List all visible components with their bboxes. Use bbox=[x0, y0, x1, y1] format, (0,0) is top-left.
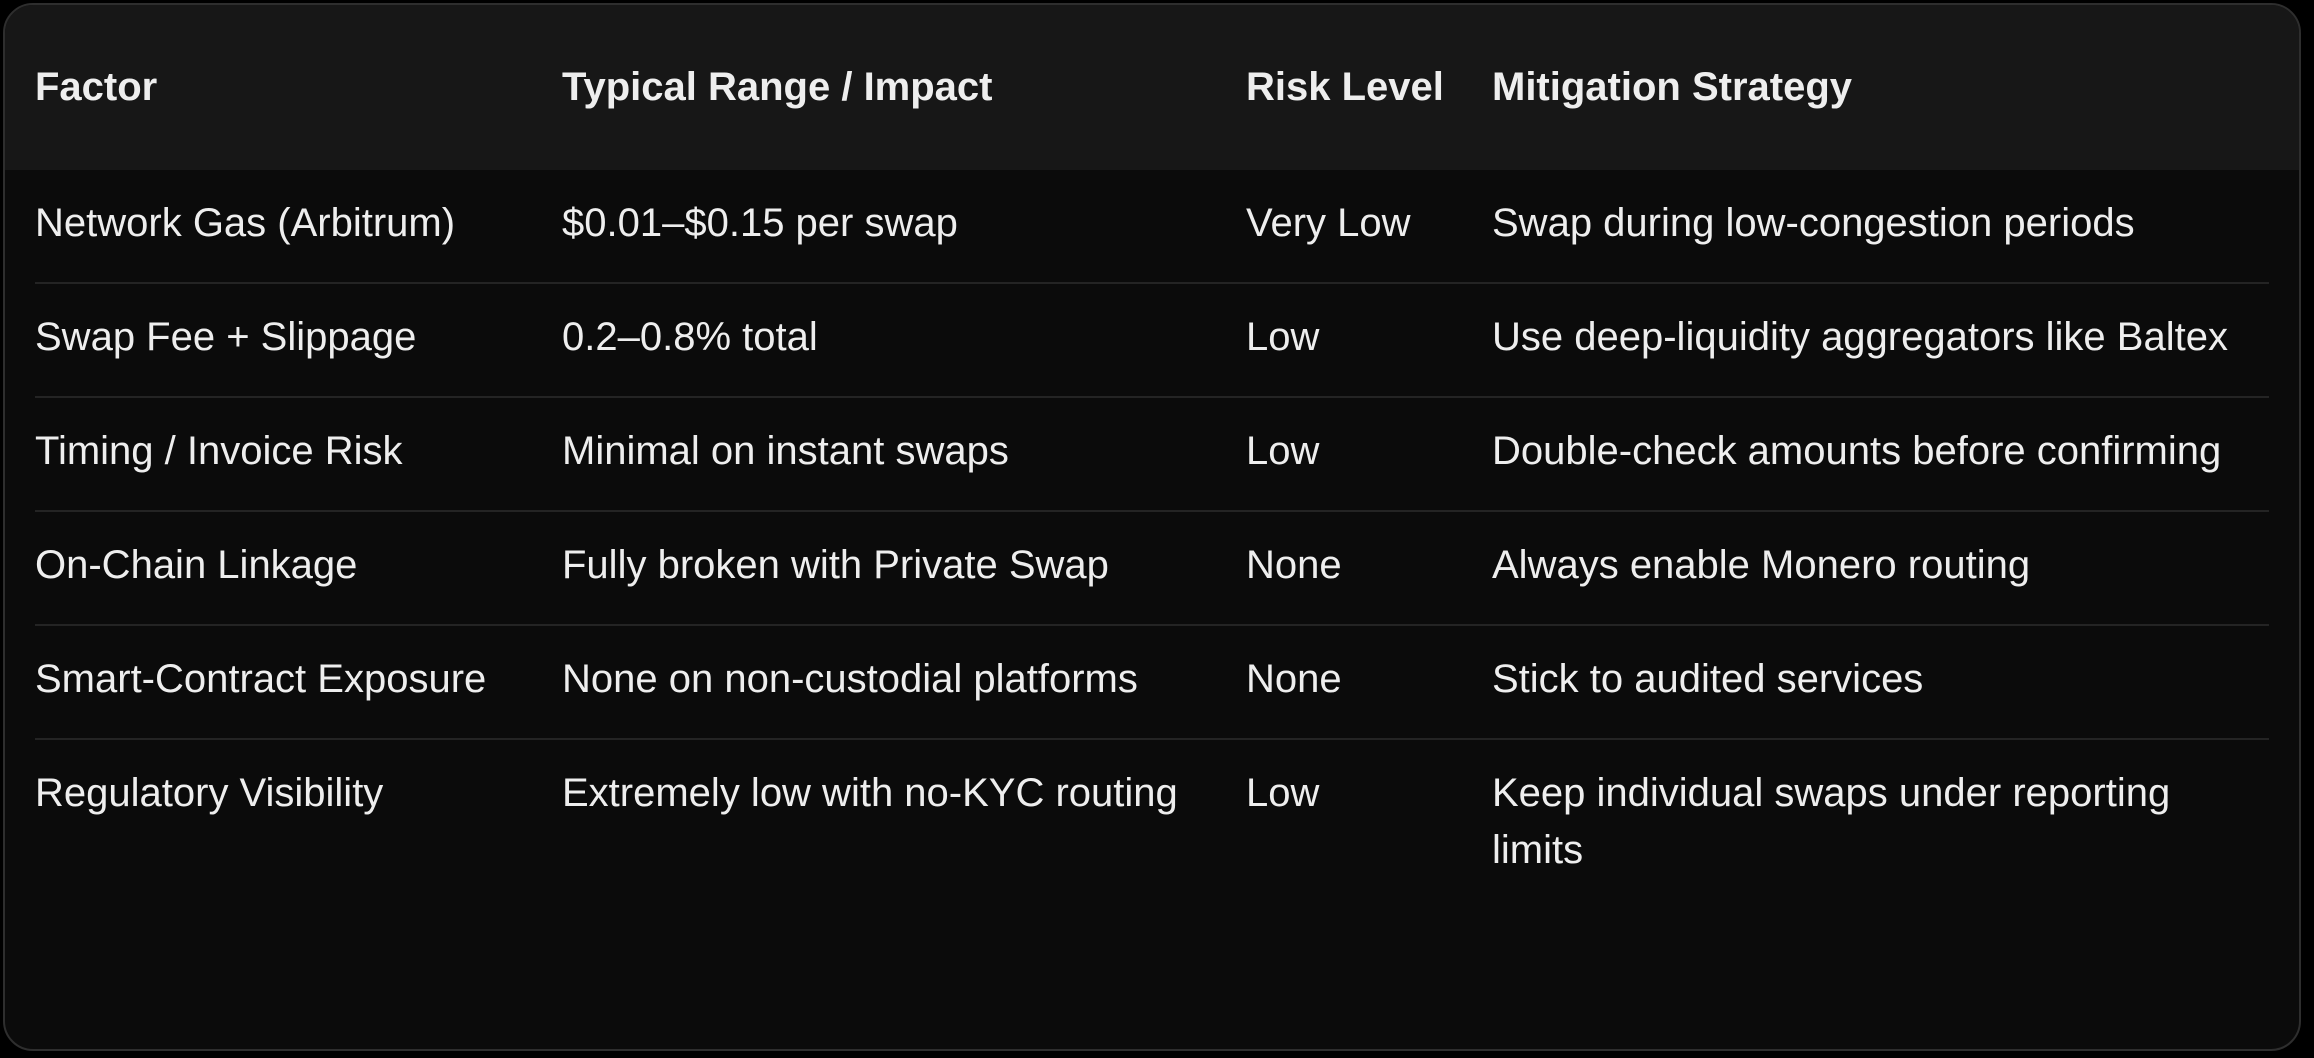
table-cell: Low bbox=[1246, 771, 1320, 815]
table-card: Factor Typical Range / Impact Risk Level Mi… bbox=[3, 3, 2301, 1051]
table-cell: Low bbox=[1246, 397, 1492, 512]
column-header: Mitigation Strategy bbox=[1492, 65, 1853, 109]
table-cell: Extremely low with no-KYC routing bbox=[562, 771, 1178, 815]
table-cell: Fully broken with Private Swap bbox=[562, 511, 1246, 626]
column-header: Typical Range / Impact bbox=[562, 65, 993, 109]
body-rows: Network Gas (Arbitrum) $0.01–$0.15 per sw… bbox=[35, 170, 2269, 909]
table-cell: Double-check amounts before confirming bbox=[1492, 397, 2269, 512]
body-table: Network Gas (Arbitrum) $0.01–$0.15 per sw… bbox=[35, 170, 2269, 909]
table-header: Factor Typical Range / Impact Risk Level Mi… bbox=[5, 5, 2299, 170]
table-cell: Low bbox=[1246, 283, 1492, 398]
table-cell: Always enable Monero routing bbox=[1492, 511, 2269, 626]
table-cell: Very Low bbox=[1246, 170, 1492, 284]
table-cell: Swap during low-congestion periods bbox=[1492, 170, 2269, 284]
column-header: Risk Level bbox=[1246, 65, 1444, 109]
table-cell: None bbox=[1246, 511, 1492, 626]
header-row: Factor Typical Range / Impact Risk Level Mi… bbox=[35, 5, 2269, 170]
table-cell: Network Gas (Arbitrum) bbox=[35, 170, 562, 284]
table-row: On-Chain Linkage Fully broken with Privat… bbox=[35, 511, 2269, 626]
table-body: Network Gas (Arbitrum) $0.01–$0.15 per sw… bbox=[5, 170, 2299, 909]
table-cell: Timing / Invoice Risk bbox=[35, 397, 562, 512]
table-row: Smart-Contract Exposure None on non-custo… bbox=[35, 625, 2269, 740]
table-row: Regulatory Visibility Extremely low with … bbox=[35, 739, 2269, 909]
table-cell: Minimal on instant swaps bbox=[562, 397, 1246, 512]
table-cell: On-Chain Linkage bbox=[35, 511, 562, 626]
table-row: Network Gas (Arbitrum) $0.01–$0.15 per sw… bbox=[35, 170, 2269, 284]
table-cell: Use deep-liquidity aggregators like Balt… bbox=[1492, 283, 2269, 398]
column-header: Factor bbox=[35, 65, 158, 109]
table-cell: Swap Fee + Slippage bbox=[35, 283, 562, 398]
table-cell: $0.01–$0.15 per swap bbox=[562, 170, 1246, 284]
header-table: Factor Typical Range / Impact Risk Level Mi… bbox=[35, 5, 2269, 170]
table-cell: None bbox=[1246, 625, 1492, 740]
table-cell: Stick to audited services bbox=[1492, 625, 2269, 740]
table-cell: None on non-custodial platforms bbox=[562, 625, 1246, 740]
table-cell: 0.2–0.8% total bbox=[562, 283, 1246, 398]
table-cell: Smart-Contract Exposure bbox=[35, 625, 562, 740]
table-row: Swap Fee + Slippage 0.2–0.8% total Low Use … bbox=[35, 283, 2269, 398]
table-row: Timing / Invoice Risk Minimal on instant … bbox=[35, 397, 2269, 512]
table-cell: Regulatory Visibility bbox=[35, 771, 384, 815]
table-cell: Keep individual swaps under reporting li… bbox=[1492, 771, 2171, 872]
